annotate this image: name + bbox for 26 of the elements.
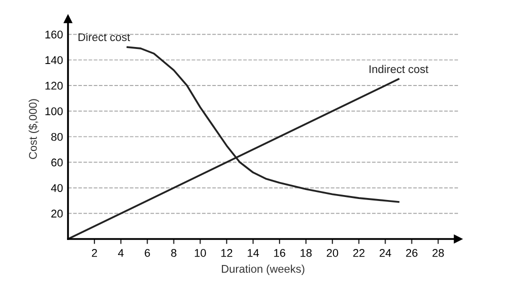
y-tick-label: 100 [45, 107, 63, 116]
x-tick-label: 22 [353, 249, 364, 257]
x-tick-label: 16 [274, 249, 286, 257]
x-tick-label: 18 [300, 249, 312, 257]
x-axis-title: Duration (weeks) [222, 264, 304, 275]
y-tick-label: 120 [45, 82, 63, 90]
x-tick-label: 2 [92, 249, 97, 257]
y-tick-label: 40 [51, 184, 63, 192]
x-tick-label: 14 [248, 249, 259, 257]
y-tick-label: 80 [51, 132, 63, 141]
x-tick-label: 6 [144, 249, 150, 257]
y-axis-title: Cost ($,000) [28, 99, 40, 160]
x-tick-label: 28 [432, 249, 444, 257]
y-tick-label: 20 [51, 210, 63, 218]
y-tick-label: 60 [51, 158, 63, 166]
x-tick-label: 12 [221, 249, 232, 257]
x-tick-label: 4 [118, 249, 124, 257]
x-tick-label: 26 [406, 249, 418, 257]
series-label: Indirect cost [370, 64, 428, 74]
x-tick-label: 20 [326, 249, 338, 257]
x-tick-label: 8 [171, 249, 176, 257]
x-tick-label: 24 [380, 249, 392, 257]
y-tick-label: 160 [45, 30, 63, 38]
series-label: Direct cost [78, 32, 130, 42]
y-tick-label: 140 [45, 56, 63, 64]
x-tick-label: 10 [194, 249, 206, 257]
